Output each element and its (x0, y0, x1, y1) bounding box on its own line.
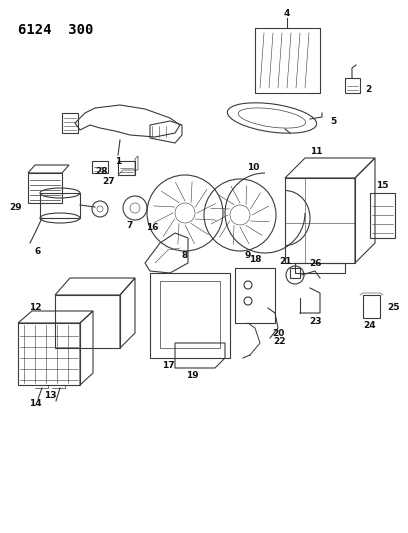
Text: 28: 28 (95, 166, 108, 175)
Text: 20: 20 (272, 328, 284, 337)
Text: 29: 29 (9, 204, 22, 213)
Text: 17: 17 (162, 360, 174, 369)
Text: 10: 10 (247, 164, 259, 173)
Text: 19: 19 (186, 370, 198, 379)
Text: 18: 18 (249, 254, 261, 263)
Text: 1: 1 (115, 157, 121, 166)
Text: 8: 8 (182, 252, 188, 261)
Text: 6124  300: 6124 300 (18, 23, 93, 37)
Text: 9: 9 (245, 252, 251, 261)
Text: 21: 21 (279, 256, 291, 265)
Text: 13: 13 (44, 391, 56, 400)
Text: 16: 16 (146, 223, 158, 232)
Text: 15: 15 (376, 181, 388, 190)
Text: 23: 23 (309, 317, 321, 326)
Text: 14: 14 (29, 399, 41, 408)
Text: 2: 2 (365, 85, 371, 94)
Text: 26: 26 (310, 259, 322, 268)
Text: 5: 5 (330, 117, 336, 125)
Bar (255, 28, 320, 93)
Text: 11: 11 (310, 147, 322, 156)
Text: 22: 22 (274, 336, 286, 345)
Text: 4: 4 (284, 10, 290, 19)
Text: 25: 25 (387, 303, 399, 312)
Text: 6: 6 (35, 246, 41, 255)
Text: 24: 24 (364, 320, 376, 329)
Text: 12: 12 (29, 303, 42, 312)
Text: 27: 27 (102, 176, 115, 185)
Text: 7: 7 (127, 221, 133, 230)
